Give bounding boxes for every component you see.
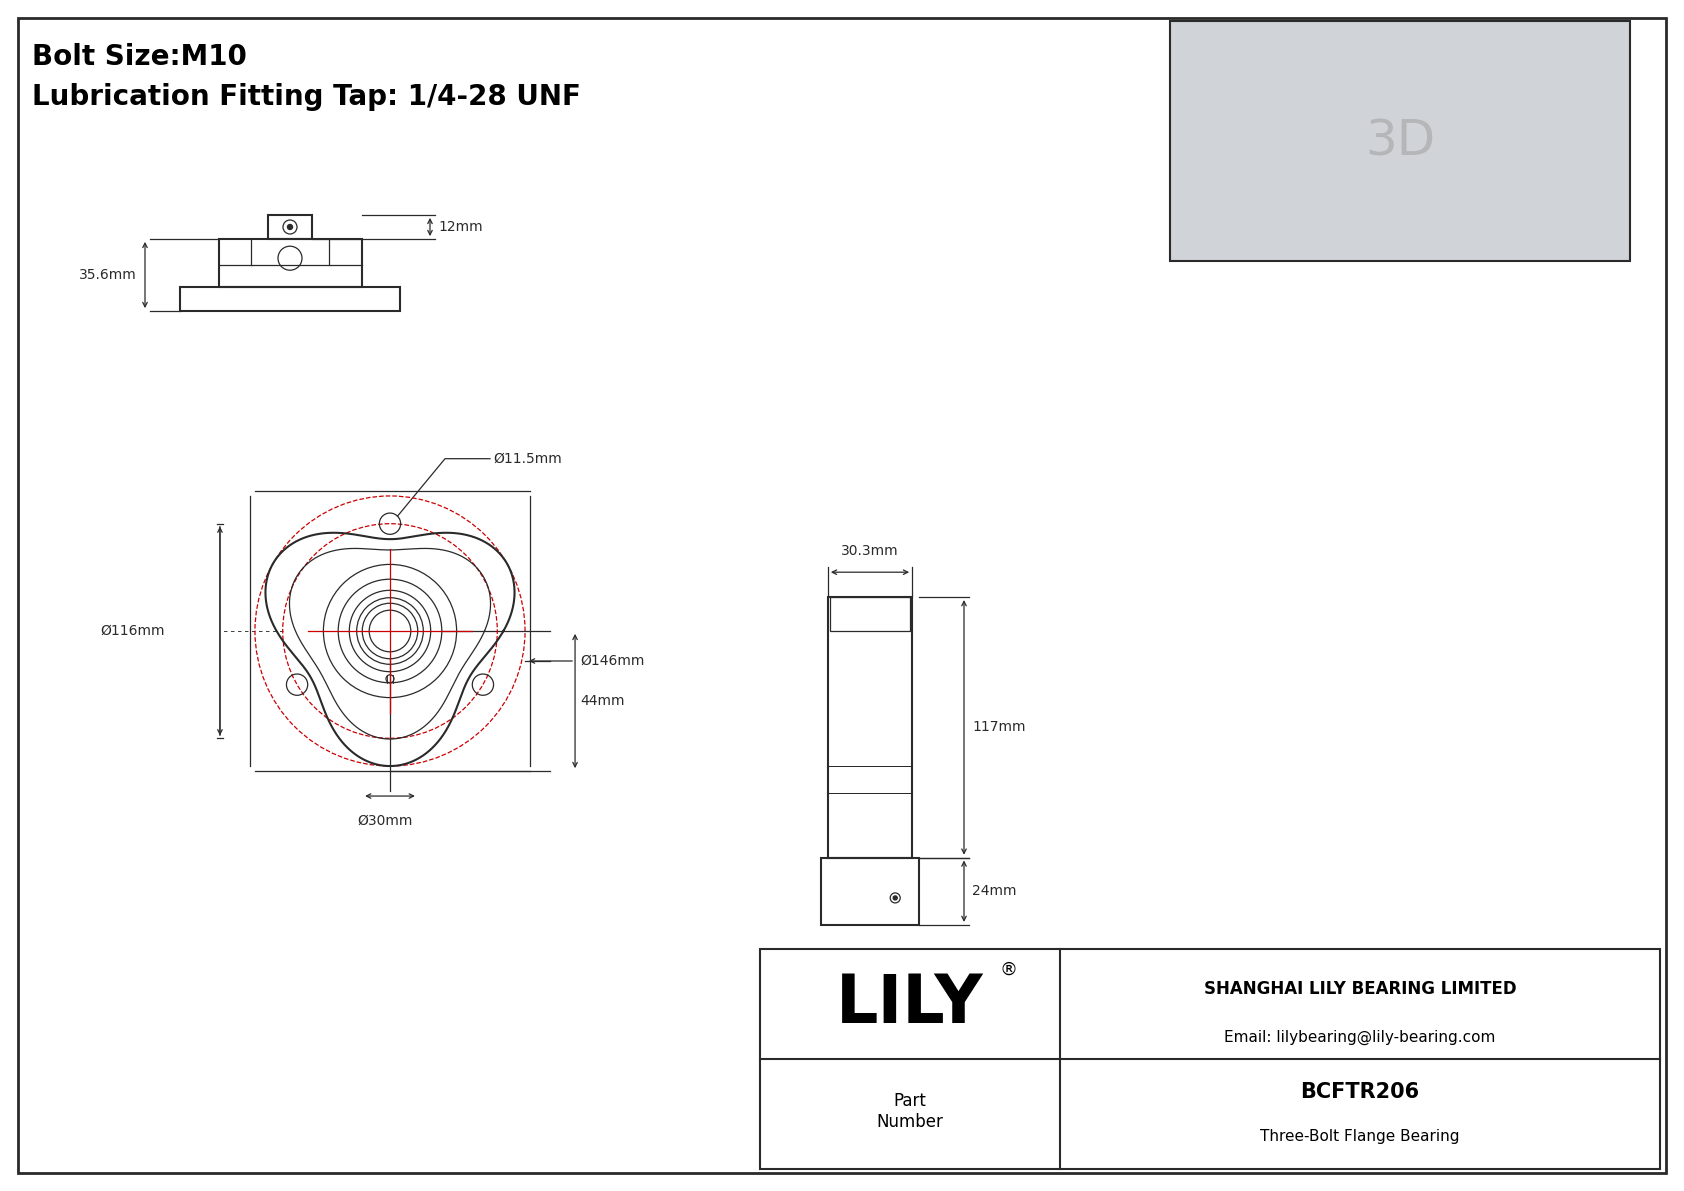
Text: 35.6mm: 35.6mm <box>79 268 136 282</box>
Text: Ø30mm: Ø30mm <box>357 815 413 828</box>
Text: Ø11.5mm: Ø11.5mm <box>493 451 562 466</box>
Bar <box>829 597 913 858</box>
Text: BCFTR206: BCFTR206 <box>1300 1081 1420 1102</box>
Text: Part
Number: Part Number <box>877 1092 943 1131</box>
Bar <box>1170 21 1630 261</box>
Text: 30.3mm: 30.3mm <box>842 544 899 559</box>
Text: Email: lilybearing@lily-bearing.com: Email: lilybearing@lily-bearing.com <box>1224 1029 1495 1045</box>
Bar <box>219 239 362 287</box>
Bar <box>180 287 401 311</box>
Text: Three-Bolt Flange Bearing: Three-Bolt Flange Bearing <box>1260 1129 1460 1143</box>
Circle shape <box>288 224 293 230</box>
Text: Ø146mm: Ø146mm <box>579 654 645 668</box>
Text: 117mm: 117mm <box>972 721 1026 735</box>
Text: Bolt Size:M10: Bolt Size:M10 <box>32 43 248 71</box>
Text: 24mm: 24mm <box>972 884 1017 898</box>
Text: LILY: LILY <box>837 971 983 1037</box>
Bar <box>822 858 919 924</box>
Text: SHANGHAI LILY BEARING LIMITED: SHANGHAI LILY BEARING LIMITED <box>1204 980 1516 998</box>
Text: Ø116mm: Ø116mm <box>101 624 165 638</box>
Text: 44mm: 44mm <box>579 694 625 707</box>
Text: 3D: 3D <box>1364 117 1435 166</box>
Circle shape <box>893 896 898 900</box>
Bar <box>759 949 1660 1170</box>
Bar <box>830 597 909 631</box>
Text: ®: ® <box>999 961 1017 979</box>
Text: 12mm: 12mm <box>438 220 483 233</box>
Bar <box>268 216 312 239</box>
Text: Lubrication Fitting Tap: 1/4-28 UNF: Lubrication Fitting Tap: 1/4-28 UNF <box>32 83 581 111</box>
